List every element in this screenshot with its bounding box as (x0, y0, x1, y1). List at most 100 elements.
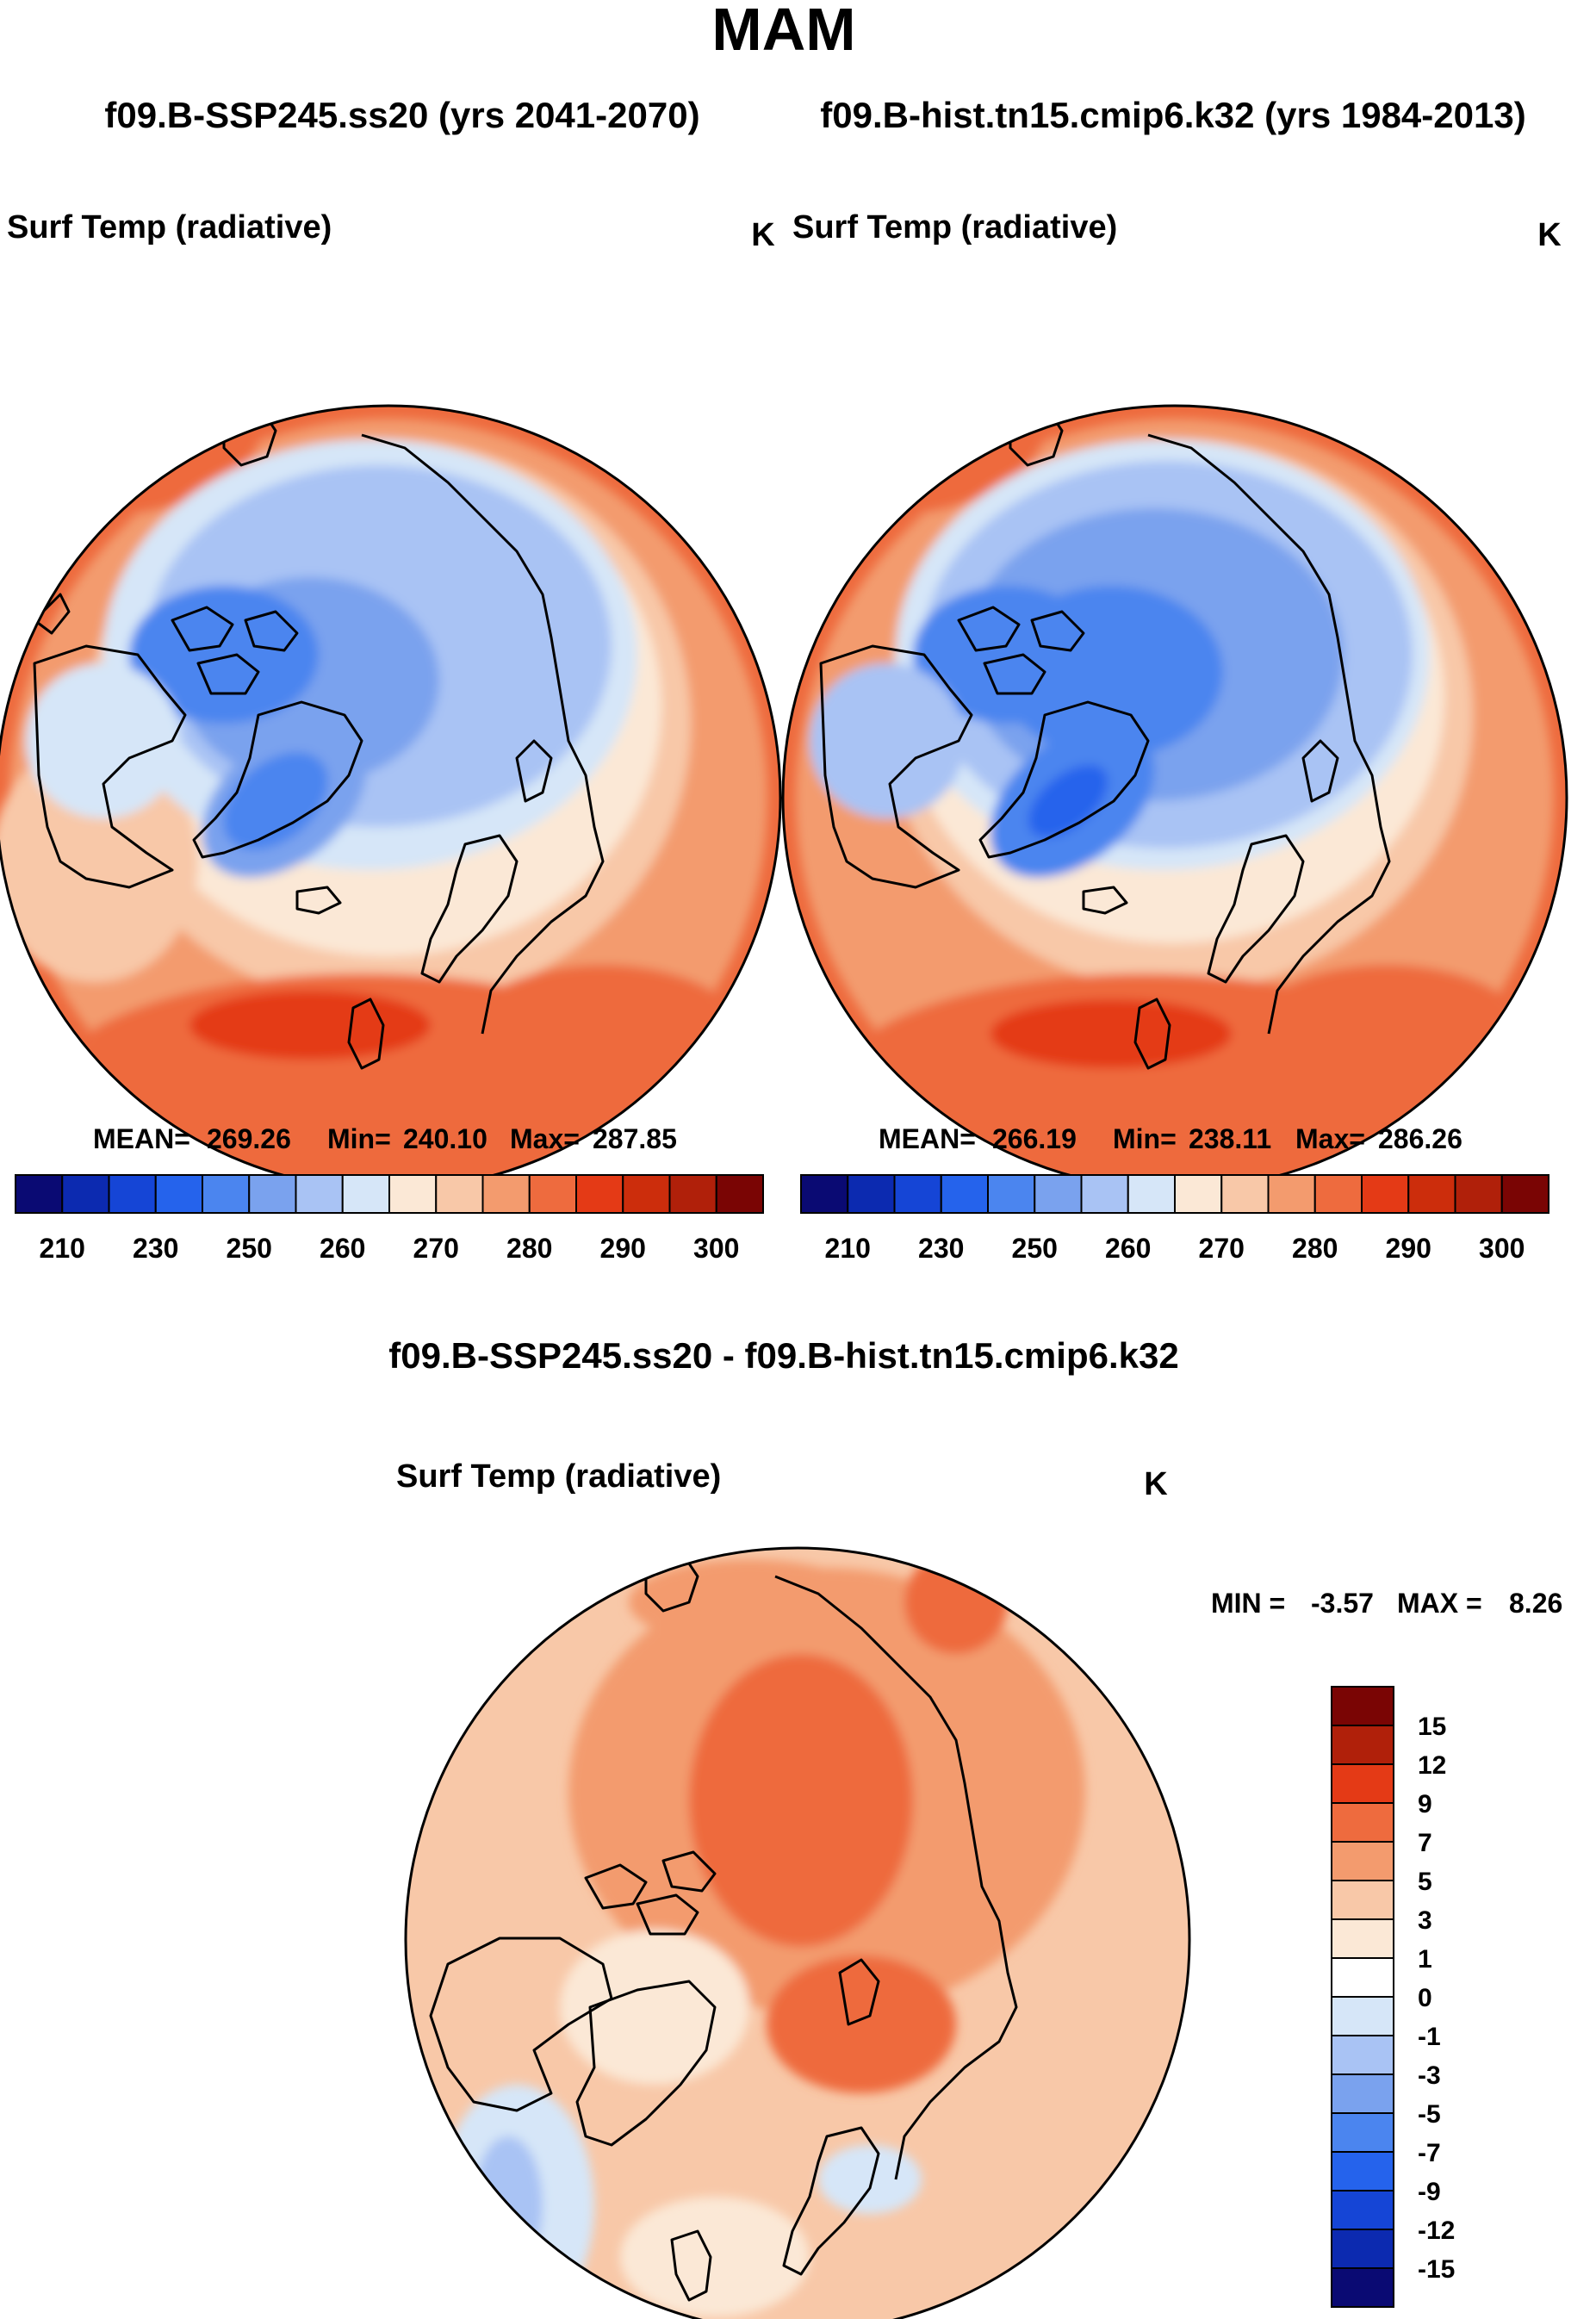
colorbar-box (1407, 1174, 1456, 1214)
panel-2-units: K (1537, 217, 1562, 253)
colorbar-box (1220, 1174, 1270, 1214)
panel-3-variable: Surf Temp (radiative) (396, 1458, 721, 1495)
panel-2-stats: MEAN= 266.19 Min= 238.11 Max= 286.26 (879, 1123, 1462, 1154)
colorbar-box (388, 1174, 438, 1214)
colorbar-box (341, 1174, 390, 1214)
colorbar-box (1313, 1174, 1363, 1214)
colorbar-tick-label: -9 (1418, 2178, 1441, 2206)
colorbar-tick-label: 15 (1418, 1713, 1446, 1741)
colorbar-box (154, 1174, 203, 1214)
colorbar-tick-label: 250 (227, 1233, 272, 1264)
colorbar-box (622, 1174, 671, 1214)
colorbar-box (1331, 1957, 1394, 1998)
panel-3-max-label: MAX = (1397, 1588, 1482, 1619)
colorbar-box (202, 1174, 251, 1214)
panel-3-min-value: -3.57 (1311, 1588, 1374, 1619)
colorbar-box (847, 1174, 896, 1214)
colorbar-box (1174, 1174, 1223, 1214)
panel-1-mean-value: 269.26 (207, 1123, 291, 1154)
colorbar-tick-label: 250 (1012, 1233, 1058, 1264)
colorbar-tick-label: 270 (1199, 1233, 1245, 1264)
colorbar-box (1034, 1174, 1083, 1214)
colorbar-tick-label: -12 (1418, 2216, 1455, 2245)
panel-3-boundary (404, 1546, 1191, 2319)
colorbar-tick-label: 290 (600, 1233, 646, 1264)
colorbar-tick-label: -3 (1418, 2061, 1441, 2090)
panel-2-mean-label: MEAN= (879, 1123, 976, 1154)
colorbar-box (1331, 2112, 1394, 2153)
colorbar-box (1361, 1174, 1410, 1214)
diff-title: f09.B-SSP245.ss20 - f09.B-hist.tn15.cmip… (388, 1335, 1178, 1376)
colorbar-box (248, 1174, 297, 1214)
colorbar-tick-label: 12 (1418, 1751, 1446, 1780)
colorbar-box (528, 1174, 577, 1214)
panel-3-stats: MIN = -3.57 MAX = 8.26 (1211, 1588, 1562, 1619)
panel-2-variable: Surf Temp (radiative) (792, 209, 1117, 246)
colorbar-box (1454, 1174, 1503, 1214)
subtitle-right: f09.B-hist.tn15.cmip6.k32 (yrs 1984-2013… (820, 95, 1525, 135)
colorbar-tick-label: 9 (1418, 1790, 1432, 1819)
colorbar-box (1331, 1996, 1394, 2036)
colorbar-tick-label: -7 (1418, 2139, 1441, 2167)
panel-1-variable: Surf Temp (radiative) (7, 209, 332, 246)
colorbar-tick-label: -5 (1418, 2100, 1441, 2129)
colorbar-box (481, 1174, 531, 1214)
colorbar-box (15, 1174, 64, 1214)
colorbar-box (1080, 1174, 1129, 1214)
colorbar-box (1331, 1841, 1394, 1881)
colorbar-box (1331, 1725, 1394, 1765)
colorbar-tick-label: 260 (320, 1233, 365, 1264)
colorbar-box (1331, 2190, 1394, 2230)
colorbar-tick-label: 210 (40, 1233, 85, 1264)
panel-3: Surf Temp (radiative) K (396, 1458, 1562, 2319)
panel-2-colorbar-ticks: 210 230 250 260 270 280 290 300 (825, 1233, 1525, 1264)
colorbar-tick-label: 270 (413, 1233, 459, 1264)
colorbar-box (668, 1174, 717, 1214)
colorbar-box (1331, 1763, 1394, 1804)
panel-2-mean-value: 266.19 (992, 1123, 1077, 1154)
panel-1-min-value: 240.10 (403, 1123, 487, 1154)
colorbar-tick-label: 3 (1418, 1906, 1432, 1935)
panel-2-map (783, 406, 1567, 1190)
panel-1-min-label: Min= (327, 1123, 391, 1154)
colorbar-box (987, 1174, 1036, 1214)
colorbar-box (108, 1174, 157, 1214)
colorbar-tick-label: -15 (1418, 2255, 1455, 2284)
colorbar-box (715, 1174, 764, 1214)
colorbar-tick-label: 230 (918, 1233, 964, 1264)
colorbar-tick-label: 280 (1292, 1233, 1338, 1264)
colorbar-tick-label: 290 (1386, 1233, 1431, 1264)
panel-1-units: K (751, 217, 775, 253)
colorbar-box (1331, 2035, 1394, 2075)
colorbar-box (1331, 1802, 1394, 1843)
panel-3-min-label: MIN = (1211, 1588, 1285, 1619)
main-title: MAM (711, 0, 855, 63)
colorbar-box (1127, 1174, 1176, 1214)
colorbar-tick-label: 0 (1418, 1984, 1432, 2012)
colorbar-tick-label: -1 (1418, 2023, 1441, 2051)
panel-1-map (0, 406, 780, 1190)
colorbar-box (1331, 1918, 1394, 1959)
panel-2-min-label: Min= (1113, 1123, 1177, 1154)
panel-2-min-value: 238.11 (1189, 1123, 1271, 1154)
panel-3-units: K (1144, 1466, 1168, 1502)
panel-3-max-value: 8.26 (1509, 1588, 1562, 1619)
panel-2: Surf Temp (radiative) K (781, 209, 1568, 1264)
colorbar-box (61, 1174, 110, 1214)
colorbar-box (1331, 1686, 1394, 1726)
panel-3-map (406, 1548, 1189, 2319)
subtitle-left: f09.B-SSP245.ss20 (yrs 2041-2070) (104, 95, 699, 135)
colorbar-box (435, 1174, 484, 1214)
colorbar-tick-label: 280 (506, 1233, 552, 1264)
colorbar-box (800, 1174, 849, 1214)
panel-1: Surf Temp (radiative) K (0, 209, 782, 1264)
colorbar-tick-label: 230 (133, 1233, 178, 1264)
colorbar-box (295, 1174, 344, 1214)
panel-1-max-label: Max= (510, 1123, 580, 1154)
colorbar-tick-label: 210 (825, 1233, 871, 1264)
colorbar-tick-label: 5 (1418, 1868, 1432, 1896)
colorbar-box (1500, 1174, 1549, 1214)
colorbar-box (1331, 2073, 1394, 2114)
colorbar-box (575, 1174, 624, 1214)
